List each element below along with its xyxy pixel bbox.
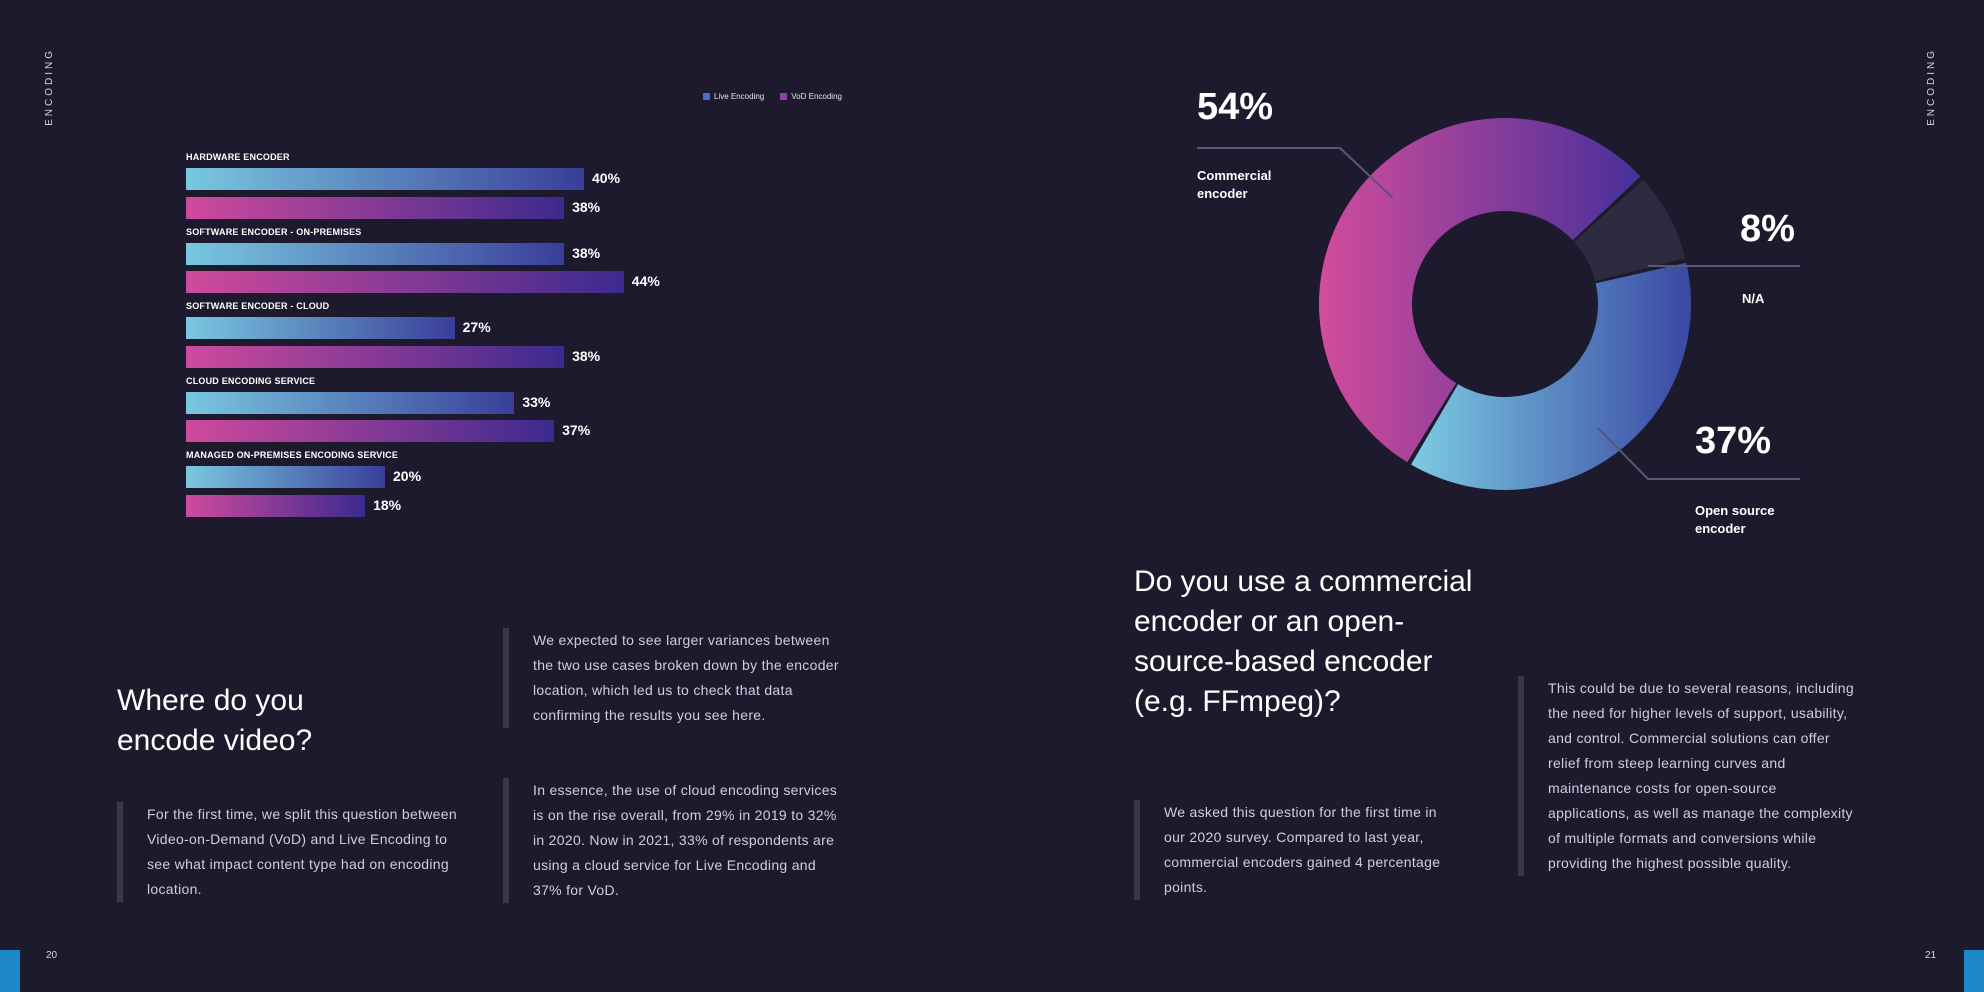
category-label: HARDWARE ENCODER <box>186 152 290 162</box>
bar-value-vod: 38% <box>572 347 601 364</box>
page-number-left: 20 <box>46 950 58 961</box>
category-label: SOFTWARE ENCODER - CLOUD <box>186 301 330 311</box>
left-heading: Where do you encode video? <box>117 684 313 757</box>
donut-slice-open-source <box>1411 262 1691 490</box>
bar-vod <box>186 420 555 442</box>
donut-label-commercial: Commercial encoder <box>1197 168 1272 201</box>
category-label: SOFTWARE ENCODER - ON-PREMISES <box>186 226 362 237</box>
text-variances: We expected to see larger variances betw… <box>503 628 843 728</box>
leader-line-commercial <box>1197 147 1394 199</box>
bar-vod <box>186 345 565 368</box>
bar-vod <box>186 494 366 517</box>
donut-value-commercial: 54% <box>1197 86 1274 128</box>
donut-slice-commercial <box>1319 117 1641 463</box>
bar-live <box>186 466 385 488</box>
corner-bar-left <box>0 950 20 992</box>
bar-live <box>186 317 455 339</box>
right-heading: Do you use a commercial encoder or an op… <box>1134 565 1473 718</box>
leader-line-open-source <box>1597 427 1800 480</box>
bar-live <box>186 242 565 265</box>
bar-value-vod: 44% <box>631 273 660 289</box>
bar-vod <box>186 196 565 219</box>
page-number-right: 21 <box>1925 950 1937 961</box>
category-label: CLOUD ENCODING SERVICE <box>186 375 316 386</box>
text-reasons: This could be due to several reasons, in… <box>1518 676 1858 876</box>
category-label: MANAGED ON-PREMISES ENCODING SERVICE <box>186 450 399 460</box>
legend-swatch-live <box>703 93 710 100</box>
bar-value-live: 40% <box>592 170 621 186</box>
legend-swatch-vod <box>780 93 788 100</box>
bar-value-vod: 18% <box>373 496 402 513</box>
text-asked: We asked this question for the first tim… <box>1134 800 1454 900</box>
donut-slice-na <box>1574 179 1686 282</box>
corner-bar-right <box>1964 950 1984 992</box>
donut-chart <box>1319 117 1691 490</box>
bar-value-live: 20% <box>393 468 422 484</box>
bar-value-live: 27% <box>462 319 491 335</box>
donut-label-na: N/A <box>1742 291 1765 306</box>
legend-label-live: Live Encoding <box>714 92 765 101</box>
bar-vod <box>186 271 624 293</box>
bar-value-vod: 38% <box>572 198 601 215</box>
bar-live <box>186 391 515 414</box>
donut-label-open-source: Open source encoder <box>1695 503 1775 536</box>
bar-chart: HARDWARE ENCODER 40% 38% SOFTWARE ENCODER -… <box>0 0 900 540</box>
bar-value-live: 38% <box>572 244 601 261</box>
bar-value-vod: 37% <box>562 422 591 438</box>
bar-value-live: 33% <box>522 393 551 410</box>
legend-label-vod: VoD Encoding <box>791 92 842 101</box>
text-cloud: In essence, the use of cloud encoding se… <box>503 778 843 903</box>
donut-value-open-source: 37% <box>1695 420 1772 462</box>
text-intro: For the first time, we split this questi… <box>117 802 457 902</box>
chart-legend: Live Encoding VoD Encoding <box>703 92 842 101</box>
bar-live <box>186 168 584 190</box>
donut-value-na: 8% <box>1740 208 1795 250</box>
